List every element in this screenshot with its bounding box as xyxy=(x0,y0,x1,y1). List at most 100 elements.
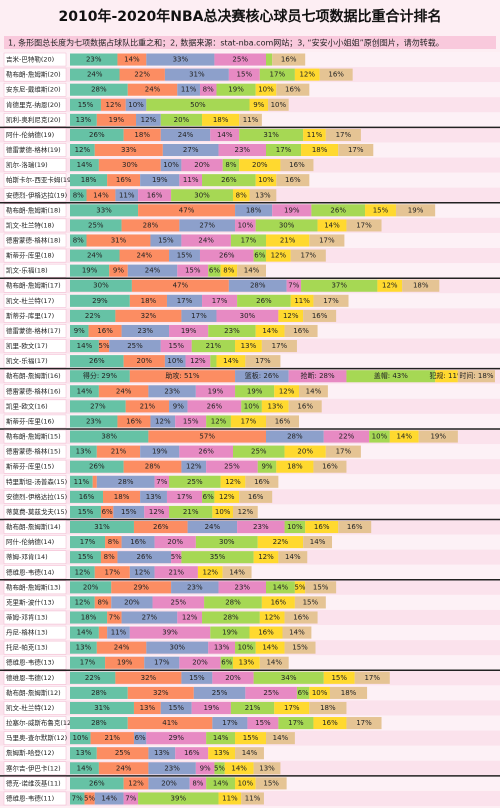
value-label: 10% xyxy=(372,433,388,441)
bar-segment xyxy=(169,505,213,518)
value-label: 23% xyxy=(234,583,250,591)
bar-segment xyxy=(70,475,93,488)
value-label: 21% xyxy=(280,237,296,245)
bar-segment xyxy=(138,792,219,805)
bar-segment xyxy=(313,460,347,473)
value-label: 16% xyxy=(322,719,338,727)
value-label: 25% xyxy=(251,448,267,456)
bar-segment xyxy=(177,611,203,624)
bar-segment xyxy=(164,68,229,81)
value-label: 15% xyxy=(303,598,319,606)
value-label: 23% xyxy=(224,327,240,335)
bar-segment xyxy=(70,505,101,518)
value-label: 15% xyxy=(292,644,308,652)
value-label: 21% xyxy=(183,508,199,516)
value-label: 15% xyxy=(185,267,201,275)
value-label: 12% xyxy=(182,614,198,622)
row-label: 詹姆斯-哈登(12) xyxy=(6,748,54,757)
bar-segment xyxy=(265,430,324,443)
bar-segment xyxy=(70,128,124,141)
bar-segment xyxy=(109,264,128,277)
value-label: 19% xyxy=(82,267,98,275)
bar-segment xyxy=(70,174,108,187)
value-label: 14% xyxy=(285,553,301,561)
value-label: 9% xyxy=(74,327,85,335)
bar-segment xyxy=(346,370,436,383)
value-label: 23% xyxy=(138,327,154,335)
bar-segment xyxy=(96,445,141,458)
bar-segment xyxy=(280,159,314,172)
bar-segment xyxy=(245,475,279,488)
row-label: 凯里-欧文(16) xyxy=(6,401,48,410)
bar-segment xyxy=(154,566,198,579)
bar-segment xyxy=(265,234,310,247)
bar-segment xyxy=(123,777,149,790)
bar-segment xyxy=(206,415,231,428)
bar-segment xyxy=(144,656,180,669)
bar-segment xyxy=(354,671,390,684)
row-label: 蒂姆-邓肯(13) xyxy=(6,613,48,622)
name-box xyxy=(3,520,67,534)
bar-segment xyxy=(70,264,110,277)
bar-segment xyxy=(123,355,165,368)
bar-segment xyxy=(148,385,196,398)
value-label: 18% xyxy=(134,131,150,139)
bar-segment xyxy=(70,415,118,428)
row-label: 安德烈-伊格达拉(15) xyxy=(6,492,67,501)
bar-segment xyxy=(319,68,353,81)
value-label: 21% xyxy=(105,734,121,742)
bar-segment xyxy=(121,536,155,549)
bar-segment xyxy=(171,189,233,202)
name-box xyxy=(3,82,67,97)
name-box xyxy=(3,761,67,776)
value-label: 18% xyxy=(341,689,357,697)
bar-segment xyxy=(265,249,291,262)
value-label: 47% xyxy=(173,282,189,290)
bar-segment xyxy=(94,143,163,157)
value-label: 14% xyxy=(229,568,245,576)
value-label: 17% xyxy=(255,357,271,365)
value-label: 41% xyxy=(162,719,178,727)
value-label: 13% xyxy=(140,704,156,712)
value-label: 16% xyxy=(97,327,113,335)
value-label: 5% xyxy=(294,583,305,591)
bar-segment xyxy=(123,460,182,473)
value-label: 10% xyxy=(287,523,303,531)
bar-segment xyxy=(255,174,277,187)
value-label: 13% xyxy=(214,644,230,652)
bar-segment xyxy=(235,747,264,760)
value-label: 8% xyxy=(104,553,115,561)
bar-segment xyxy=(237,264,266,277)
name-box xyxy=(3,203,67,218)
value-label: 12% xyxy=(75,598,91,606)
value-label: 11% xyxy=(222,794,238,802)
bar-segment xyxy=(276,460,314,473)
bar-segment xyxy=(70,355,124,368)
bar-segment xyxy=(220,656,233,669)
value-label: 篮板: 26% xyxy=(245,371,279,380)
row-label: 阿什-伦纳德(14) xyxy=(6,537,54,546)
bar-segment xyxy=(323,430,370,443)
value-label: 24% xyxy=(198,237,214,245)
name-box xyxy=(3,655,67,670)
bar-segment xyxy=(100,505,114,518)
value-label: 5% xyxy=(98,342,109,350)
value-label: 31% xyxy=(263,131,279,139)
value-label: 19% xyxy=(117,659,133,667)
name-box xyxy=(3,113,67,127)
bar-segment xyxy=(100,551,118,564)
value-label: 21% xyxy=(140,402,156,410)
value-label: 35% xyxy=(210,553,226,561)
row-label: 拉塞尔-威斯布鲁克(12) xyxy=(6,718,74,727)
value-label: 11% xyxy=(181,86,197,94)
value-label: 26% xyxy=(219,252,235,260)
value-label: 28% xyxy=(143,221,159,229)
bar-segment xyxy=(253,671,324,684)
value-label: 8% xyxy=(108,538,119,546)
row-label: 安德烈-伊格达拉(19) xyxy=(6,190,67,199)
bar-segment xyxy=(175,747,209,760)
value-label: 11% xyxy=(183,176,199,184)
value-label: 14% xyxy=(77,342,93,350)
row-label: 特里斯坦-汤普森(15) xyxy=(6,477,67,486)
